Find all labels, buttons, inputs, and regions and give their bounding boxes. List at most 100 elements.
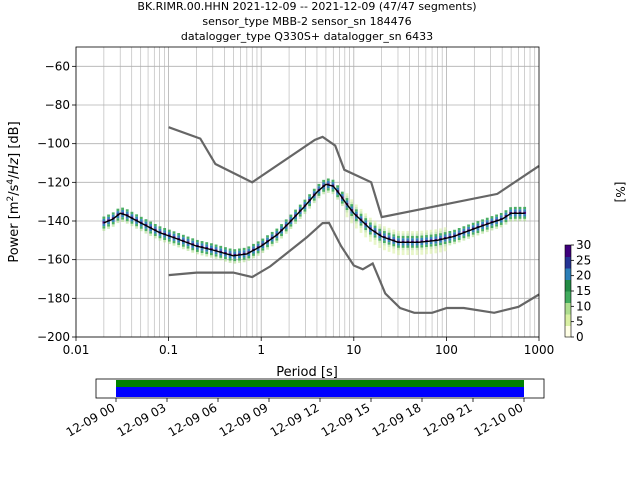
heat-cell [481, 219, 484, 222]
heat-cell [523, 209, 527, 212]
heat-cell [205, 254, 209, 257]
heat-cell [242, 250, 246, 253]
heat-cell [415, 233, 419, 236]
heat-cell [289, 221, 293, 225]
heat-cell [210, 255, 213, 258]
heat-cell [425, 249, 428, 252]
heat-cell [345, 195, 349, 199]
heat-cell [242, 259, 246, 263]
chart-title: BK.RIMR.00.HHN 2021-12-09 -- 2021-12-09 … [137, 0, 476, 43]
heat-cell [345, 207, 349, 211]
heat-cell [378, 240, 382, 244]
heat-cell [308, 203, 311, 207]
heat-cell [518, 214, 522, 217]
heat-cell [303, 211, 307, 215]
heat-cell [102, 226, 106, 229]
heat-cell [429, 244, 433, 247]
heat-cell [340, 191, 344, 195]
heat-cell [280, 236, 283, 239]
heat-cell [523, 216, 527, 219]
heat-cell [382, 247, 386, 251]
heat-cell [481, 226, 484, 229]
heat-cell [153, 226, 157, 229]
heat-cell [467, 231, 470, 235]
heat-cell [378, 228, 382, 232]
time-tick-label: 12-09 18 [370, 400, 424, 439]
heat-cell [242, 257, 246, 260]
heat-cell [121, 214, 124, 218]
heat-cell [476, 233, 480, 236]
heat-cell [457, 237, 461, 241]
heat-cell [303, 209, 307, 212]
heat-cell [172, 238, 176, 241]
heat-cell [425, 247, 428, 250]
heat-cell [224, 259, 227, 262]
heat-cell [373, 235, 377, 238]
heat-cell [139, 226, 143, 229]
heat-cell [252, 251, 255, 254]
time-tick-label: 12-09 06 [166, 400, 220, 439]
heat-cell [158, 228, 162, 232]
heat-cell [415, 252, 419, 256]
heat-cell [238, 255, 241, 259]
heat-cell [504, 217, 508, 220]
heat-cell [420, 237, 424, 241]
heat-cell [331, 191, 335, 195]
heat-cell [420, 233, 424, 236]
heat-cell [149, 223, 153, 227]
heat-cell [284, 221, 288, 225]
heat-cell [429, 246, 433, 249]
heat-cell [181, 241, 185, 245]
heat-cell [453, 232, 456, 235]
heat-cell [298, 211, 302, 215]
heat-cell [130, 223, 134, 227]
heat-cell [373, 242, 377, 245]
heat-cell [382, 238, 386, 241]
heat-cell [518, 216, 522, 219]
heat-cell [270, 234, 274, 237]
heat-cell [443, 239, 447, 242]
heat-cell [350, 201, 354, 205]
heat-cell [167, 229, 171, 233]
heat-cell [462, 228, 466, 232]
heat-cell [186, 238, 190, 242]
heat-cell [495, 221, 499, 225]
heat-cell [467, 236, 470, 239]
heat-cell [392, 251, 396, 254]
colorbar-tick-label: 10 [576, 299, 591, 313]
heat-cell [490, 216, 494, 219]
heat-cell [443, 241, 447, 245]
plot-frame [75, 46, 540, 338]
heat-cell [303, 206, 307, 210]
heat-cell [495, 216, 499, 220]
heat-cell [181, 234, 185, 238]
heat-cell [364, 230, 368, 233]
heat-cell [219, 255, 223, 258]
heat-cell [200, 250, 204, 254]
heat-cell [247, 258, 251, 261]
heat-cell [252, 246, 255, 249]
heat-cell [210, 243, 213, 246]
heat-cell [317, 183, 321, 187]
heat-cell [121, 207, 124, 211]
heat-cell [411, 247, 414, 251]
heat-cell [415, 247, 419, 251]
heat-cell [238, 258, 241, 261]
heat-cell [439, 242, 442, 246]
heat-cell [471, 225, 475, 228]
heat-cell [462, 238, 466, 241]
heat-cell [121, 217, 124, 220]
heat-cell [397, 233, 400, 236]
heat-cell [485, 224, 489, 228]
heat-cell [139, 216, 143, 220]
grid [75, 47, 539, 338]
heat-cell [439, 233, 442, 236]
heat-cell [233, 251, 237, 254]
heat-cell [308, 196, 311, 200]
heat-cell [518, 206, 522, 210]
heat-cell [443, 244, 447, 247]
heat-cell [481, 231, 484, 234]
heat-cell [471, 232, 475, 235]
x-axis-label: Period [s] [276, 365, 338, 380]
heat-cell [392, 229, 396, 232]
